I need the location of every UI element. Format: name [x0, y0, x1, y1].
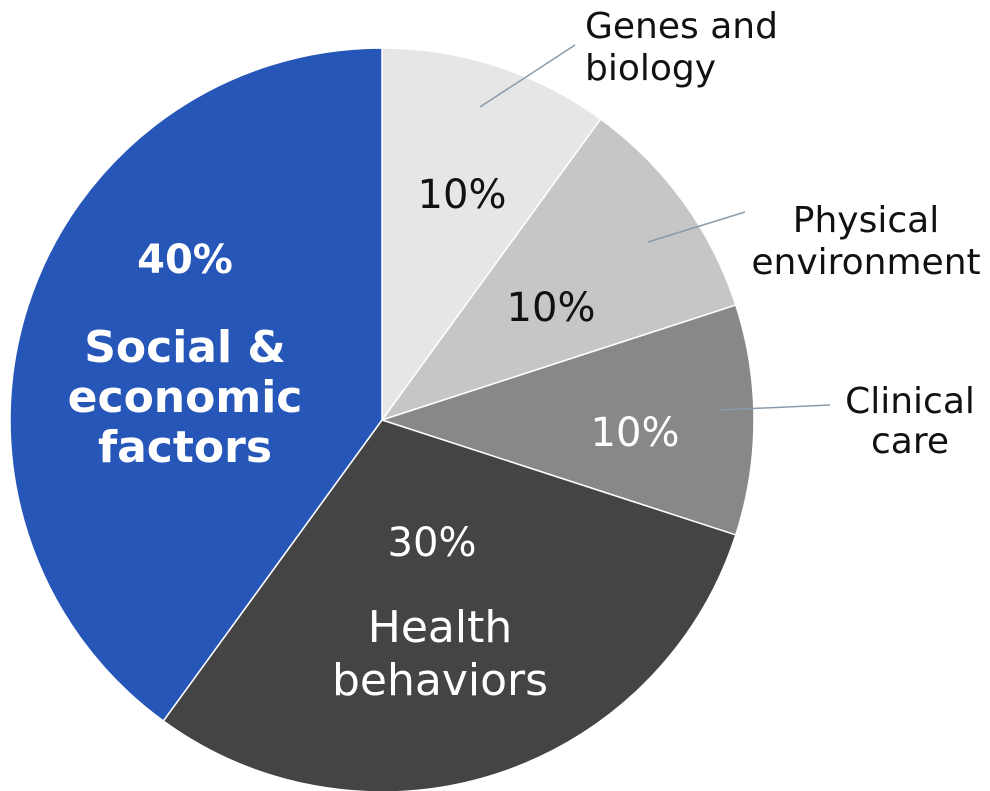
pie-slice	[162, 419, 737, 791]
pie-slice	[379, 304, 755, 536]
pie-slice	[381, 47, 602, 423]
pie-slice	[380, 117, 737, 422]
value-label: 10%	[418, 172, 507, 218]
leader-line	[647, 211, 746, 243]
value-label: 30%	[388, 520, 477, 566]
value-label: 10%	[507, 285, 596, 331]
pie-slice	[9, 47, 383, 723]
category-label: Social & economic factors	[68, 322, 303, 473]
leader-line	[479, 44, 576, 108]
leader-line	[719, 404, 831, 411]
category-label: Clinical care	[845, 381, 975, 462]
category-label: Genes and biology	[585, 6, 778, 89]
category-label: Physical environment	[751, 200, 980, 283]
value-label: 40%	[137, 237, 233, 283]
category-label: Health behaviors	[332, 602, 548, 706]
value-label: 10%	[591, 410, 680, 456]
